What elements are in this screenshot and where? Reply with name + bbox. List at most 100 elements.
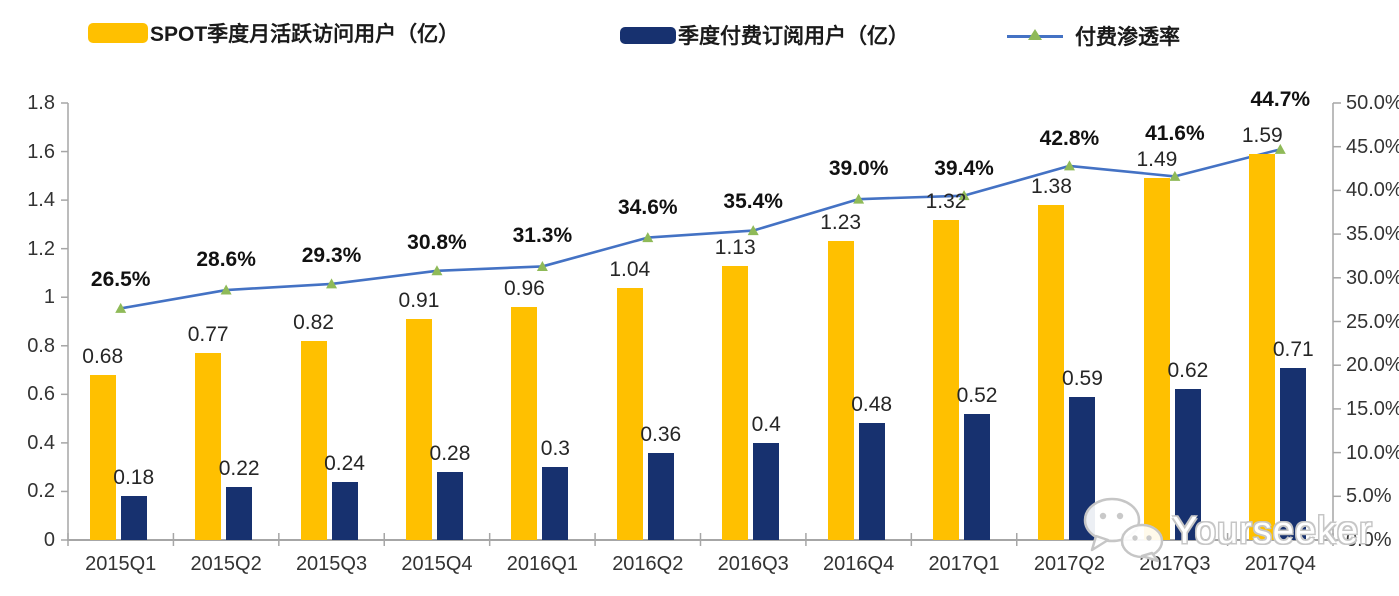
y-tick-label-left: 1.2 [27,237,55,260]
mau-value-label: 0.77 [187,323,229,347]
y-tick-label-left: 1.8 [27,92,55,114]
penetration-marker [853,193,865,204]
penetration-label: 44.7% [1250,88,1311,112]
x-tick-label: 2016Q1 [506,553,578,575]
mau-bar [933,219,960,540]
penetration-marker [747,225,759,236]
y-tick-label-right: 20.0% [1346,354,1399,377]
y-tick-label-right: 10.0% [1346,441,1399,464]
subs-bar [647,452,674,540]
penetration-label: 26.5% [90,268,151,292]
y-tick-label-left: 0.8 [27,334,55,357]
x-tick-label: 2015Q2 [190,553,262,575]
legend-label: 付费渗透率 [1075,26,1180,49]
mau-bar [722,265,749,540]
mau-value-label: 1.04 [609,257,651,281]
subs-value-label: 0.4 [751,412,781,436]
subs-value-label: 0.62 [1167,359,1209,383]
penetration-label: 28.6% [196,248,256,272]
subs-value-label: 0.18 [113,466,155,490]
subs-bar [331,481,358,540]
penetration-label: 39.0% [828,157,889,181]
subs-bar [964,413,991,540]
x-tick-label: 2015Q1 [85,553,157,575]
subs-value-label: 0.24 [324,451,365,475]
legend-item: 付费渗透率 [1007,21,1180,51]
penetration-label: 39.4% [934,156,994,180]
y-tick-label-left: 0 [43,529,55,551]
penetration-line [120,148,1281,310]
mau-value-label: 1.32 [925,189,967,213]
subs-value-label: 0.48 [851,393,893,417]
mau-value-label: 1.38 [1031,174,1072,198]
y-tick-label-right: 15.0% [1346,397,1399,420]
penetration-marker [431,265,443,276]
y-tick-label-right: 45.0% [1346,135,1399,158]
x-tick-label: 2017Q1 [928,553,1000,575]
mau-value-label: 0.96 [503,276,545,300]
mau-bar [511,306,538,540]
subs-bar [753,442,780,540]
subs-value-label: 0.71 [1272,337,1314,361]
legend-triangle-marker [1028,29,1042,40]
subs-bar [436,472,463,540]
y-tick-label-left: 1.6 [27,140,55,163]
legend-item: 季度付费订阅用户（亿） [620,20,909,50]
y-tick-label-left: 0.4 [27,431,55,454]
mau-bar [616,287,643,540]
penetration-marker [642,232,654,243]
mau-value-label: 1.13 [714,235,756,259]
legend-swatch [620,26,676,44]
x-tick-label: 2017Q2 [1033,553,1106,575]
subs-value-label: 0.36 [640,422,682,446]
subs-bar [858,423,885,540]
mau-bar [1143,178,1170,540]
subs-bar [542,467,569,540]
penetration-marker [326,278,338,289]
y-tick-label-right: 50.0% [1346,92,1399,114]
legend-swatch [88,23,148,43]
penetration-label: 29.3% [301,243,362,267]
penetration-label: 30.8% [407,230,467,254]
mau-bar [89,374,116,540]
y-tick-label-left: 0.2 [27,480,55,503]
penetration-label: 42.8% [1039,126,1100,150]
mau-value-label: 1.49 [1136,148,1178,172]
x-tick-label: 2016Q3 [717,553,789,575]
y-tick-label-left: 1.4 [27,189,55,212]
penetration-marker [220,284,232,295]
y-tick-label-right: 5.0% [1346,485,1392,508]
mau-bar [1038,204,1065,540]
subs-value-label: 0.59 [1062,366,1103,390]
mau-bar [827,241,854,540]
penetration-label: 35.4% [723,189,783,213]
mau-bar [300,340,327,540]
y-tick-label-right: 30.0% [1346,266,1399,289]
subs-value-label: 0.28 [429,442,471,466]
mau-bar [1249,153,1276,540]
x-tick-label: 2016Q2 [612,553,684,575]
y-tick-label-left: 0.6 [27,383,55,406]
legend-line-marker [1007,26,1063,46]
penetration-marker [1063,160,1075,171]
penetration-marker [536,260,548,271]
penetration-marker [1169,170,1181,181]
subs-value-label: 0.22 [218,456,260,480]
mau-value-label: 0.82 [293,310,334,334]
penetration-label: 41.6% [1145,122,1205,146]
subs-value-label: 0.52 [956,383,998,407]
x-tick-label: 2017Q4 [1244,553,1316,575]
legend-label: SPOT季度月活跃访问用户（亿） [150,23,460,46]
legend-item: SPOT季度月活跃访问用户（亿） [88,18,459,48]
penetration-marker [1274,143,1286,154]
legend-label: 季度付费订阅用户（亿） [678,25,909,48]
x-tick-label: 2015Q3 [295,553,368,575]
penetration-marker [958,190,970,201]
x-tick-label: 2016Q4 [823,553,895,575]
y-tick-label-right: 0.0% [1346,529,1392,551]
subs-bar [120,496,147,540]
subs-bar [226,486,253,540]
subs-value-label: 0.3 [540,437,570,461]
penetration-label: 34.6% [618,195,678,219]
